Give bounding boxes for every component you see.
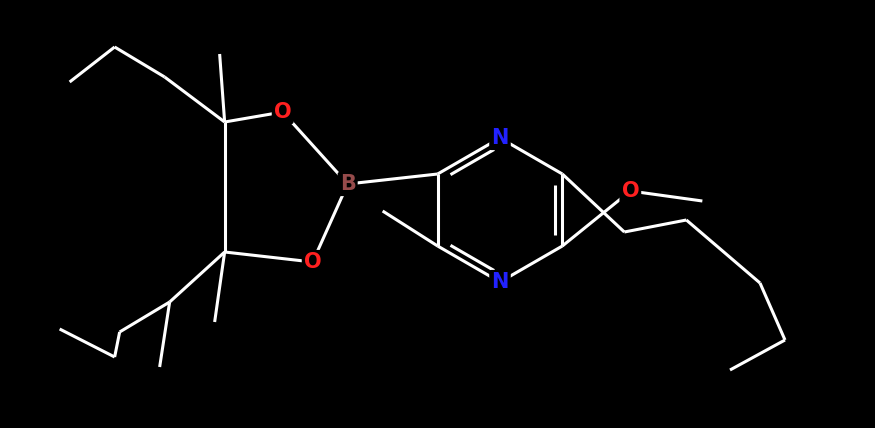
Text: N: N	[492, 128, 508, 148]
Text: O: O	[304, 252, 321, 272]
Text: O: O	[621, 181, 639, 201]
Text: B: B	[340, 174, 355, 194]
Text: N: N	[492, 272, 508, 292]
Text: O: O	[274, 102, 291, 122]
